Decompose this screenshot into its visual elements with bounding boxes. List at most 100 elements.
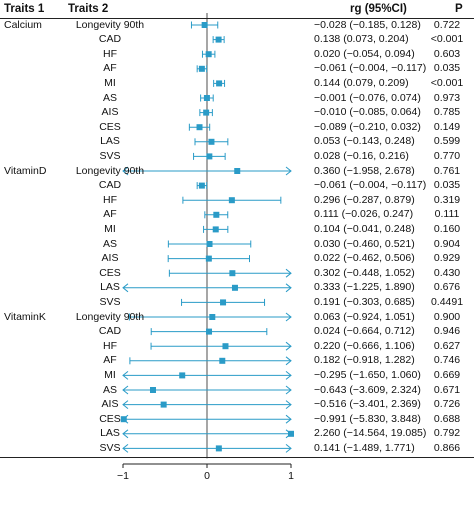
point-estimate xyxy=(149,387,156,393)
ci-arrow-right xyxy=(285,283,292,293)
trait2-label: AF xyxy=(103,354,117,367)
point-estimate xyxy=(203,95,210,101)
ci-arrow-left xyxy=(122,371,129,380)
rg-ci-text: 0.333 (−1.225, 1.890) xyxy=(314,281,415,294)
rg-ci-text: 0.028 (−0.16, 0.216) xyxy=(314,149,409,162)
point-estimate xyxy=(219,357,226,364)
p-value: 0.160 xyxy=(433,222,461,235)
rg-ci-text: 0.111 (−0.026, 0.247) xyxy=(314,208,414,221)
point-estimate xyxy=(120,416,127,423)
point-estimate xyxy=(216,80,223,87)
ci-arrow-right xyxy=(285,385,292,395)
x-tick-label: 0 xyxy=(204,470,210,482)
p-value: 0.035 xyxy=(433,62,461,75)
p-value: 0.688 xyxy=(433,412,461,425)
trait1-label: Calcium xyxy=(4,18,42,31)
p-value: 0.627 xyxy=(433,339,461,352)
p-value: 0.900 xyxy=(433,310,461,323)
trait2-label: AIS xyxy=(101,106,119,119)
p-value: 0.676 xyxy=(433,281,461,294)
rg-ci-text: −0.010 (−0.085, 0.064) xyxy=(314,106,421,119)
trait2-label: CAD xyxy=(98,179,122,192)
rg-ci-text: 0.138 (0.073, 0.204) xyxy=(314,33,409,46)
trait2-label: AF xyxy=(103,62,117,75)
trait2-label: HF xyxy=(103,339,117,352)
ci-arrow-left xyxy=(122,283,129,293)
ci-arrow-right xyxy=(285,371,292,380)
rg-ci-text: 0.104 (−0.041, 0.248) xyxy=(314,222,415,235)
trait2-label: AS xyxy=(102,237,117,250)
p-value: <0.001 xyxy=(430,76,464,89)
p-value: 0.973 xyxy=(433,91,461,104)
rg-ci-text: −0.516 (−3.401, 2.369) xyxy=(314,398,421,411)
ci-arrow-right xyxy=(285,312,292,322)
trait2-label: HF xyxy=(103,193,117,206)
rg-ci-text: −0.991 (−5.830, 3.848) xyxy=(314,412,421,425)
header-traits1: Traits 1 xyxy=(4,3,45,15)
trait2-label: MI xyxy=(104,222,116,235)
header-traits2: Traits 2 xyxy=(68,3,109,15)
p-value: 0.785 xyxy=(433,106,461,119)
trait2-label: LAS xyxy=(100,135,120,148)
rg-ci-text: 0.220 (−0.666, 1.106) xyxy=(314,339,415,352)
point-estimate xyxy=(234,168,241,174)
ci-arrow-left xyxy=(122,166,129,176)
ci-arrow-right xyxy=(285,268,292,278)
rg-ci-text: 0.022 (−0.462, 0.506) xyxy=(314,252,415,265)
trait2-label: CES xyxy=(99,412,121,425)
rg-ci-text: −0.028 (−0.185, 0.128) xyxy=(314,18,421,31)
ci-arrow-right xyxy=(285,444,292,453)
rg-ci-text: 0.053 (−0.143, 0.248) xyxy=(314,135,415,148)
x-tick-label: 1 xyxy=(288,470,294,482)
p-value: 0.946 xyxy=(433,325,461,338)
rg-ci-text: 0.020 (−0.054, 0.094) xyxy=(314,47,415,60)
p-value: 0.722 xyxy=(433,18,461,31)
trait2-label: AS xyxy=(102,91,117,104)
header-rg: rg (95%CI) xyxy=(350,3,407,15)
trait2-label: CAD xyxy=(98,33,122,46)
p-value: 0.149 xyxy=(433,120,461,133)
point-estimate xyxy=(206,153,213,160)
ci-arrow-right xyxy=(285,400,292,409)
ci-arrow-left xyxy=(122,400,129,409)
ci-arrow-right xyxy=(285,414,292,424)
trait1-label: VitaminD xyxy=(4,164,47,177)
p-value: 0.726 xyxy=(433,398,461,411)
p-value: 0.929 xyxy=(433,252,461,265)
ci-arrow-right xyxy=(285,356,292,366)
p-value: 0.904 xyxy=(433,237,461,250)
trait2-label: AF xyxy=(103,208,117,221)
p-value: 0.430 xyxy=(433,266,461,279)
header-p: P xyxy=(455,3,463,15)
trait2-label: SVS xyxy=(99,149,121,162)
trait2-label: MI xyxy=(104,76,116,89)
trait2-label: CES xyxy=(99,120,121,133)
point-estimate xyxy=(229,270,236,277)
p-value: 0.866 xyxy=(433,441,461,454)
p-value: 0.669 xyxy=(433,368,461,381)
ci-arrow-right xyxy=(285,166,292,176)
rg-ci-text: 0.024 (−0.664, 0.712) xyxy=(314,325,415,338)
rg-ci-text: 0.191 (−0.303, 0.685) xyxy=(314,295,415,308)
p-value: 0.599 xyxy=(433,135,461,148)
rg-ci-text: −0.061 (−0.004, −0.117) xyxy=(314,179,427,192)
point-estimate xyxy=(205,255,212,262)
point-estimate xyxy=(220,299,227,306)
ci-arrow-left xyxy=(122,444,129,453)
trait2-label: Longevity 90th xyxy=(75,310,145,323)
p-value: 0.035 xyxy=(433,179,461,192)
point-estimate xyxy=(215,445,222,452)
p-value: 0.671 xyxy=(433,383,461,396)
header-rule xyxy=(0,18,474,19)
point-estimate xyxy=(198,182,205,189)
p-value: 0.4491 xyxy=(430,295,464,308)
trait1-label: VitaminK xyxy=(4,310,46,323)
point-estimate xyxy=(206,241,213,247)
trait2-label: LAS xyxy=(100,281,120,294)
trait2-label: MI xyxy=(104,368,116,381)
trait2-label: AS xyxy=(102,383,117,396)
rg-ci-text: −0.089 (−0.210, 0.032) xyxy=(314,120,421,133)
point-estimate xyxy=(205,51,212,58)
